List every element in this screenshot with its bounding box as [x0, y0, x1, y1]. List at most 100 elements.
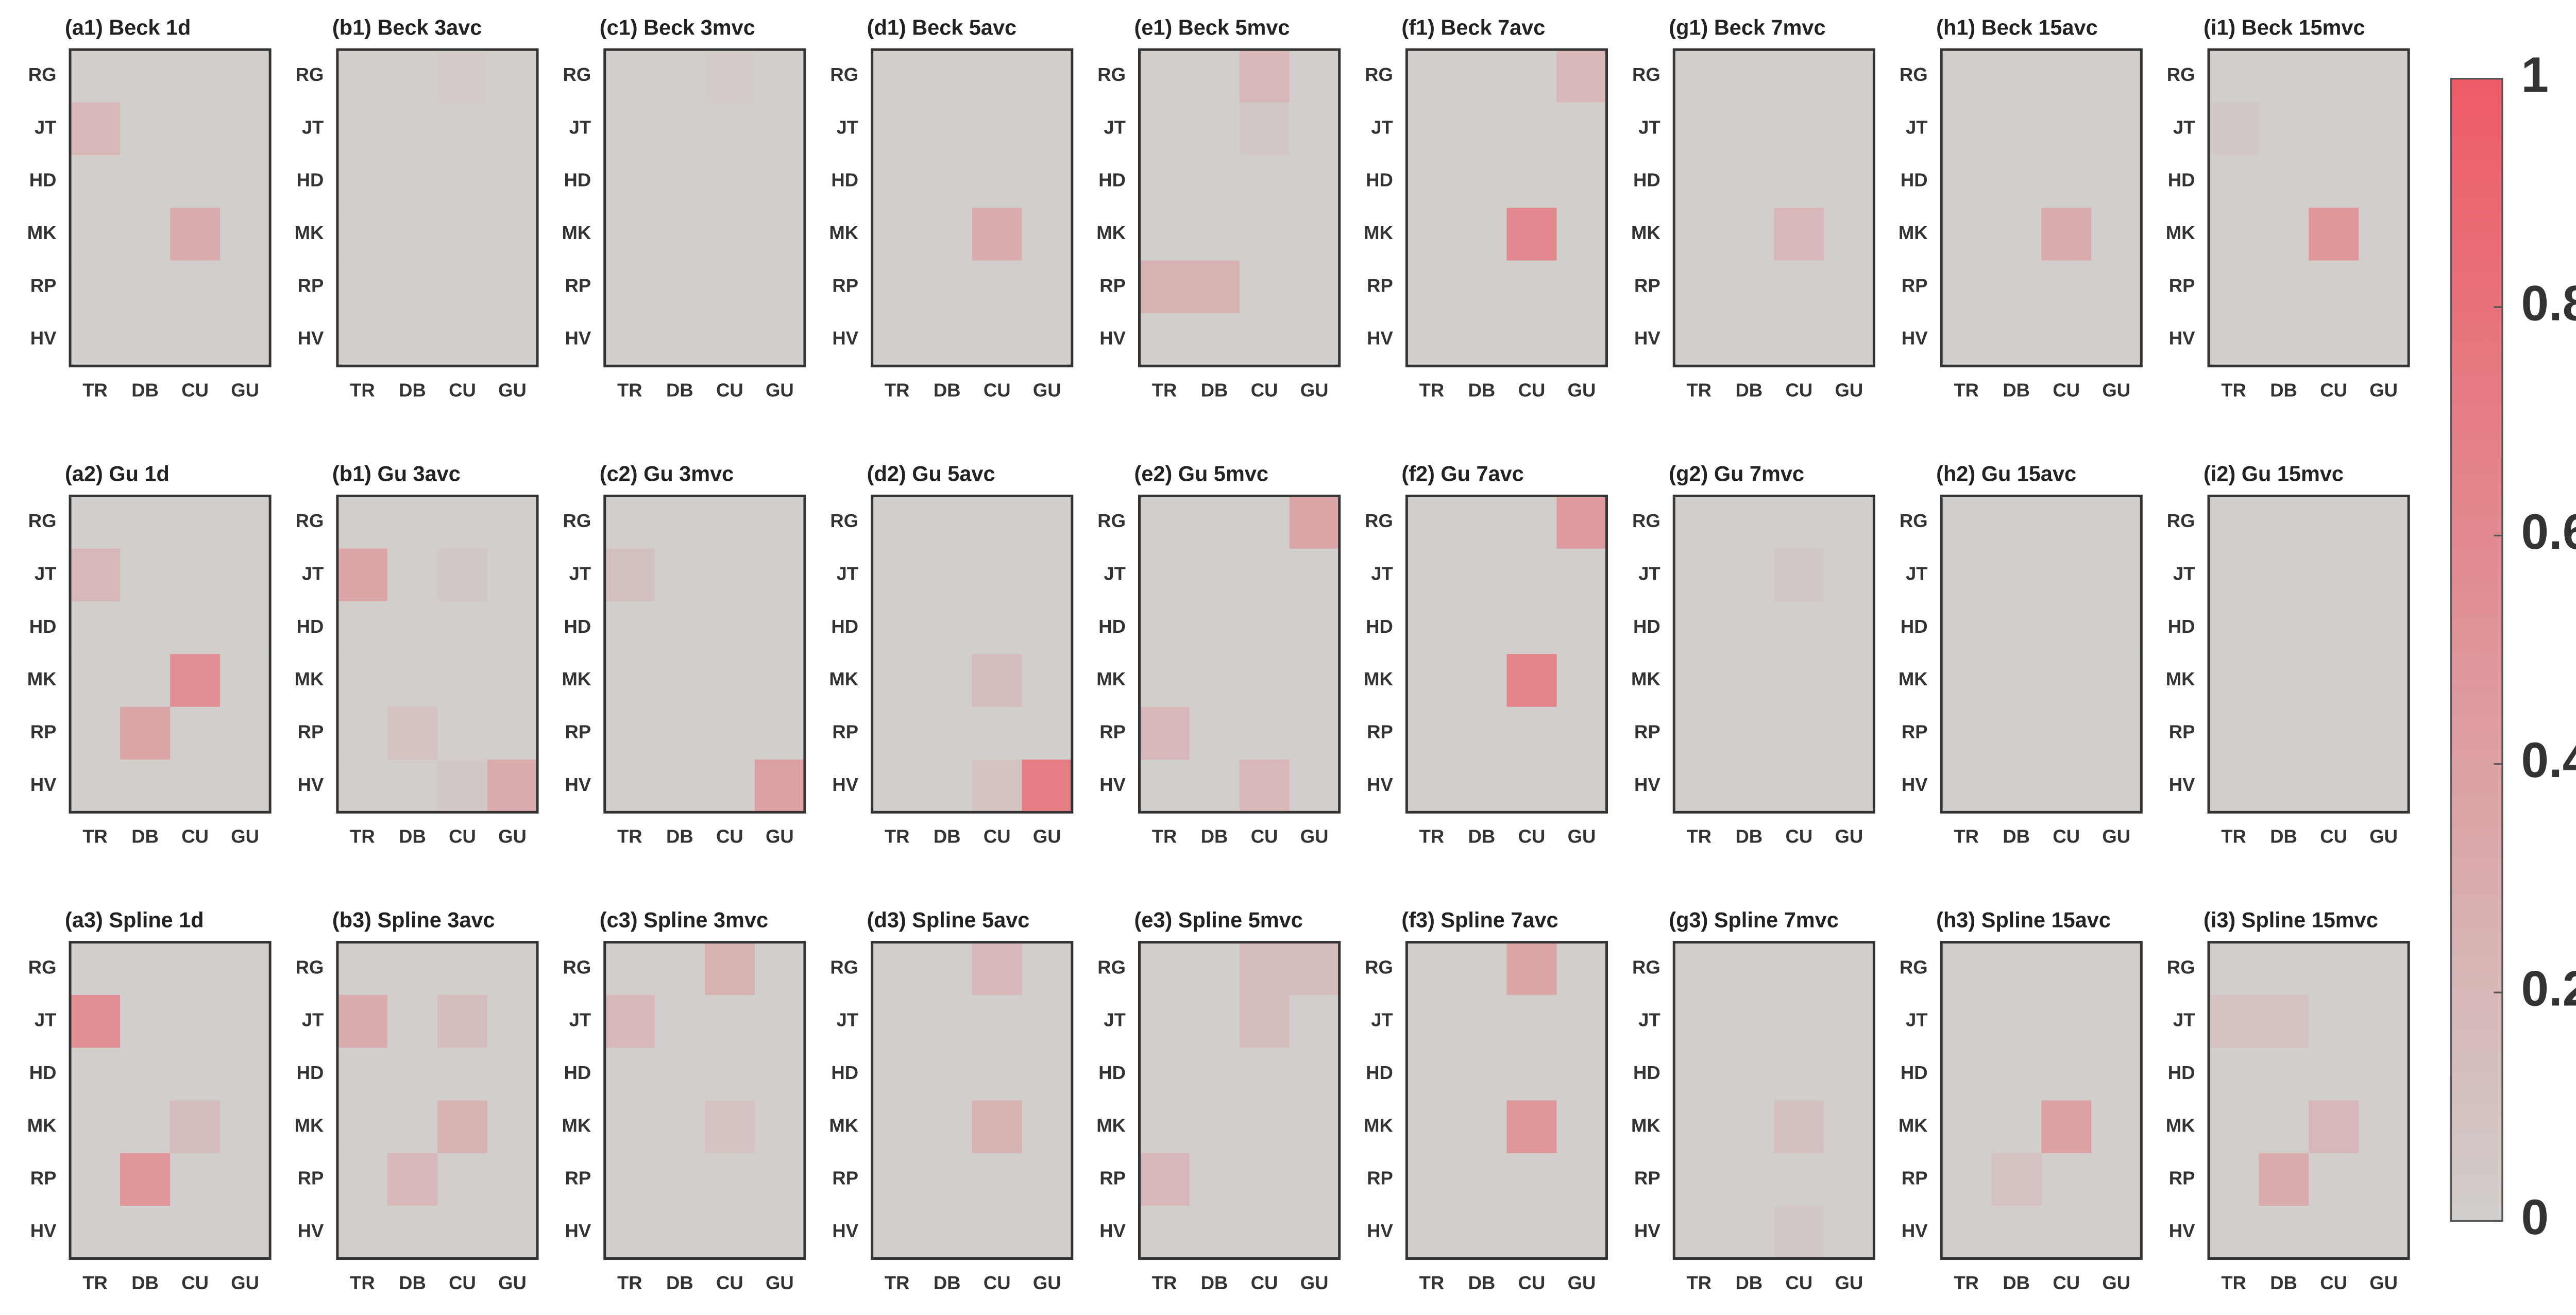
axes-frame [69, 494, 272, 814]
axes-frame [2207, 48, 2410, 367]
heat-cell [2309, 760, 2360, 813]
y-tick-label: JT [1371, 116, 1393, 138]
heat-cell [220, 942, 271, 996]
panel-title: (c2) Gu 3mvc [600, 462, 734, 486]
heat-cell [922, 654, 973, 707]
heat-cell [487, 496, 538, 549]
heat-cell [487, 1153, 538, 1207]
y-tick-label: MK [1364, 222, 1393, 243]
heat-cell [704, 548, 755, 602]
heat-cell [2091, 496, 2142, 549]
heat-cell [2091, 313, 2142, 367]
heat-cell [754, 313, 805, 367]
heat-cell [1456, 1100, 1507, 1154]
x-tick-label: TR [350, 1272, 375, 1293]
x-tick-label: DB [1201, 1272, 1228, 1293]
heat-cell [1456, 942, 1507, 996]
heat-cell [1139, 994, 1190, 1049]
heat-cell [922, 1206, 973, 1259]
axes-frame [1405, 48, 1608, 367]
heat-cell [170, 1100, 221, 1154]
heat-cell [1289, 548, 1340, 602]
heat-cell [220, 49, 271, 103]
y-tick-label: HV [2169, 774, 2195, 795]
heat-cell [1022, 706, 1073, 761]
y-tick-label: RG [1097, 510, 1126, 531]
x-tick-label: GU [231, 380, 259, 401]
heat-cell [2359, 1100, 2410, 1154]
heat-cell [70, 548, 121, 602]
y-tick-label: HD [2168, 1062, 2195, 1083]
x-tick-label: CU [2320, 1272, 2347, 1293]
y-tick-label: RG [563, 64, 591, 85]
heat-cell [704, 1100, 755, 1154]
heat-cell [220, 313, 271, 367]
y-tick-label: RP [1902, 275, 1928, 296]
y-tick-label: RG [563, 956, 591, 977]
heat-cell [2209, 1153, 2260, 1207]
heat-cell [2209, 760, 2260, 813]
heat-cell [1724, 942, 1775, 996]
y-tick-label: MK [829, 1115, 858, 1136]
heat-cell [1456, 313, 1507, 367]
heat-cell [872, 706, 923, 761]
y-tick-label: MK [1899, 668, 1928, 689]
axes-frame [1138, 941, 1341, 1260]
heat-cell [2209, 654, 2260, 707]
heat-cell [1724, 102, 1775, 156]
heat-cell [487, 102, 538, 156]
y-tick-label: HD [29, 170, 57, 191]
axes-frame [1405, 494, 1608, 814]
heat-cell [2259, 1048, 2310, 1101]
y-tick-label: RG [296, 956, 324, 977]
heat-cell [754, 548, 805, 602]
heat-cell [2209, 496, 2260, 549]
axes-frame [603, 941, 806, 1260]
heat-cell [220, 102, 271, 156]
y-tick-label: JT [35, 116, 57, 138]
y-tick-label: MK [27, 668, 57, 689]
y-tick-label: HV [30, 774, 57, 795]
y-tick-label: HV [2169, 328, 2195, 349]
heat-cell [1991, 102, 2042, 156]
heat-cell [120, 548, 171, 602]
heat-cell [387, 313, 438, 367]
panel-title: (i2) Gu 15mvc [2204, 462, 2344, 486]
heat-cell [1724, 260, 1775, 314]
heat-cell [1506, 208, 1557, 261]
heat-cell [337, 155, 388, 209]
panel-title: (i3) Spline 15mvc [2204, 908, 2378, 932]
heat-cell [70, 601, 121, 655]
heat-cell [872, 155, 923, 209]
heat-cell [2309, 548, 2360, 602]
heat-cell [387, 706, 438, 761]
heat-cell [2091, 942, 2142, 996]
heat-cell [1774, 49, 1825, 103]
heat-cell [2259, 1153, 2310, 1207]
heat-cell [654, 313, 705, 367]
heat-cell [1189, 155, 1240, 209]
x-tick-label: CU [449, 826, 476, 847]
heat-cell [1506, 313, 1557, 367]
heat-cell [2091, 601, 2142, 655]
y-tick-label: HV [1634, 774, 1660, 795]
heat-cell [1406, 102, 1458, 156]
y-tick-label: HD [1366, 1062, 1393, 1083]
heat-cell [922, 760, 973, 813]
heat-cell [1189, 706, 1240, 761]
heat-cell [170, 102, 221, 156]
heat-cell [120, 260, 171, 314]
y-tick-label: RP [832, 1168, 858, 1189]
heat-cell [922, 548, 973, 602]
axes-frame [871, 494, 1074, 814]
heat-cell [220, 1100, 271, 1154]
heat-cell [2091, 548, 2142, 602]
heat-cell [2309, 49, 2360, 103]
panel-title: (f3) Spline 7avc [1401, 908, 1558, 932]
heat-cell [437, 760, 488, 813]
heat-cell [872, 1048, 923, 1101]
x-tick-label: DB [2003, 1272, 2030, 1293]
y-tick-label: HV [30, 1220, 57, 1241]
heat-cell [1824, 49, 1875, 103]
y-tick-label: HD [29, 616, 57, 637]
